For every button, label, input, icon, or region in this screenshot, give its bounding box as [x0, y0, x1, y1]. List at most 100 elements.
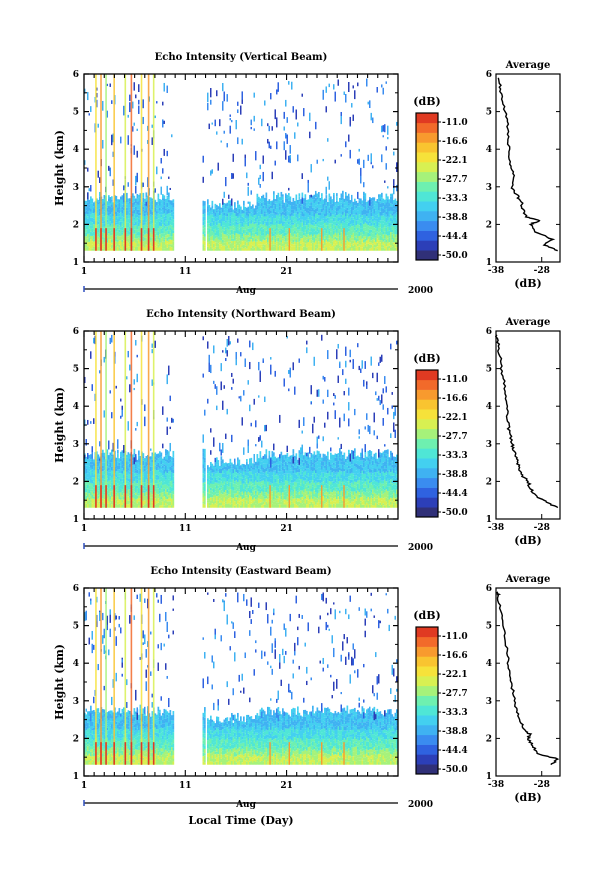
average-profile: Average 1 2 3 4 5 6 -38 -28(dB)	[486, 60, 561, 290]
panel-title: Echo Intensity (Northward Beam)	[146, 309, 336, 320]
panel-2: Echo Intensity (Northward Beam) 1 2 3 4 5 6 Hei…	[53, 309, 561, 553]
heatmap-cells	[84, 331, 398, 508]
colorbar-tick-label: -33.3	[442, 194, 468, 204]
y-tick-label: 2	[73, 220, 79, 230]
colorbar-swatch	[416, 487, 438, 498]
profile-x-tick-label: -28	[534, 266, 550, 276]
colorbar-swatch	[416, 448, 438, 459]
colorbar-swatch	[416, 646, 438, 657]
heatmap-cells	[84, 74, 398, 251]
colorbar-tick-label: -11.0	[442, 632, 468, 642]
y-tick-label: 2	[73, 477, 79, 487]
y-axis-label: Height (km)	[53, 130, 66, 206]
profile-y-tick-label: 5	[486, 365, 492, 375]
colorbar-swatch	[416, 497, 438, 508]
profile-x-label: (dB)	[514, 791, 541, 804]
colorbar-swatch	[416, 428, 438, 439]
profile-line	[497, 77, 558, 252]
y-tick-label: 3	[73, 697, 79, 707]
profile-x-tick-label: -28	[534, 780, 550, 790]
colorbar-swatch	[416, 744, 438, 755]
y-tick-label: 1	[73, 515, 79, 525]
colorbar-swatch	[416, 636, 438, 647]
colorbar-tick-label: -50.0	[442, 251, 468, 261]
y-tick-label: 2	[73, 734, 79, 744]
average-profile: Average 1 2 3 4 5 6 -38 -28(dB)	[486, 574, 561, 804]
colorbar-swatch	[416, 230, 438, 241]
colorbar-swatch	[416, 220, 438, 231]
year-label: 2000	[408, 800, 433, 810]
profile-y-tick-label: 3	[486, 440, 492, 450]
colorbar-swatch	[416, 458, 438, 469]
colorbar-swatch	[416, 389, 438, 400]
colorbar-unit: (dB)	[413, 352, 440, 365]
colorbar-swatch	[416, 399, 438, 410]
profile-x-label: (dB)	[514, 534, 541, 547]
colorbar-tick-label: -50.0	[442, 765, 468, 775]
colorbar-swatch	[416, 250, 438, 261]
colorbar: (dB)-11.0 -16.6 -22.1 -27.7 -33.3 -38.8 -44.4 -…	[413, 609, 467, 775]
colorbar-swatch	[416, 113, 438, 124]
profile-x-tick-label: -38	[488, 266, 504, 276]
y-tick-label: 4	[73, 145, 79, 155]
month-label: Aug	[235, 543, 257, 553]
y-axis-label: Height (km)	[53, 644, 66, 720]
panel-title: Echo Intensity (Vertical Beam)	[155, 52, 328, 63]
colorbar-tick-label: -38.8	[442, 213, 468, 223]
profile-y-tick-label: 3	[486, 183, 492, 193]
profile-x-tick-label: -38	[488, 780, 504, 790]
y-tick-label: 4	[73, 402, 79, 412]
colorbar-tick-label: -22.1	[442, 670, 468, 680]
profile-y-tick-label: 2	[486, 220, 492, 230]
colorbar: (dB)-11.0 -16.6 -22.1 -27.7 -33.3 -38.8 -44.4 -…	[413, 95, 467, 261]
colorbar-unit: (dB)	[413, 609, 440, 622]
y-tick-label: 5	[73, 622, 79, 632]
colorbar-tick-label: -44.4	[442, 232, 468, 242]
profile-title: Average	[505, 574, 551, 585]
colorbar-tick-label: -38.8	[442, 470, 468, 480]
panel-1: Echo Intensity (Vertical Beam) 1 2 3 4 5 6 Heig…	[53, 52, 561, 296]
colorbar-swatch	[416, 211, 438, 222]
panel-3: Echo Intensity (Eastward Beam) 1 2 3 4 5 6 Heig…	[53, 566, 561, 810]
y-axis-label: Height (km)	[53, 387, 66, 463]
colorbar-tick-label: -44.4	[442, 746, 468, 756]
colorbar-tick-label: -50.0	[442, 508, 468, 518]
y-tick-label: 1	[73, 772, 79, 782]
x-tick-label: 1	[81, 524, 87, 534]
profile-line	[496, 591, 560, 766]
average-profile: Average 1 2 3 4 5 6 -38 -28(dB)	[486, 317, 561, 547]
colorbar-swatch	[416, 705, 438, 716]
profile-y-tick-label: 4	[486, 659, 492, 669]
profile-y-tick-label: 6	[486, 70, 492, 80]
year-label: 2000	[408, 286, 433, 296]
colorbar-swatch	[416, 162, 438, 173]
y-tick-label: 3	[73, 183, 79, 193]
colorbar-swatch	[416, 201, 438, 212]
colorbar-swatch	[416, 370, 438, 381]
colorbar-swatch	[416, 507, 438, 518]
profile-y-tick-label: 2	[486, 734, 492, 744]
colorbar-swatch	[416, 181, 438, 192]
y-tick-label: 5	[73, 365, 79, 375]
y-tick-label: 5	[73, 108, 79, 118]
colorbar-swatch	[416, 627, 438, 638]
profile-y-tick-label: 1	[486, 515, 492, 525]
colorbar-unit: (dB)	[413, 95, 440, 108]
profile-x-tick-label: -38	[488, 523, 504, 533]
colorbar-swatch	[416, 666, 438, 677]
profile-x-label: (dB)	[514, 277, 541, 290]
colorbar-tick-label: -38.8	[442, 727, 468, 737]
colorbar-tick-label: -27.7	[442, 175, 468, 185]
colorbar-swatch	[416, 676, 438, 687]
colorbar-swatch	[416, 695, 438, 706]
colorbar-swatch	[416, 171, 438, 182]
profile-y-tick-label: 5	[486, 108, 492, 118]
colorbar-swatch	[416, 468, 438, 479]
y-tick-label: 1	[73, 258, 79, 268]
colorbar-tick-label: -16.6	[442, 394, 468, 404]
colorbar-tick-label: -44.4	[442, 489, 468, 499]
x-tick-label: 21	[280, 781, 293, 791]
profile-x-tick-label: -28	[534, 523, 550, 533]
colorbar-tick-label: -11.0	[442, 118, 468, 128]
profile-y-tick-label: 4	[486, 145, 492, 155]
